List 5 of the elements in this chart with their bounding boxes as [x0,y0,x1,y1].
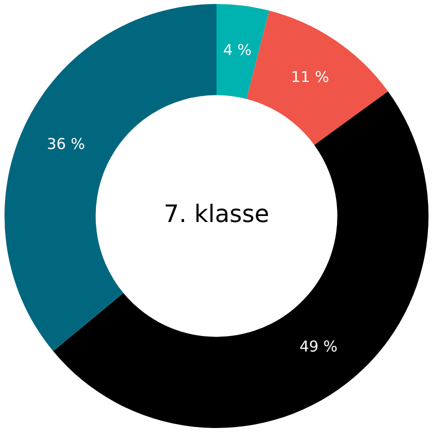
data-label: 49 % [299,337,338,356]
data-label: 4 % [223,40,252,59]
text: 7. klasse [164,200,270,228]
data-label: 11 % [290,68,330,86]
data-label: 36 % [46,135,85,154]
